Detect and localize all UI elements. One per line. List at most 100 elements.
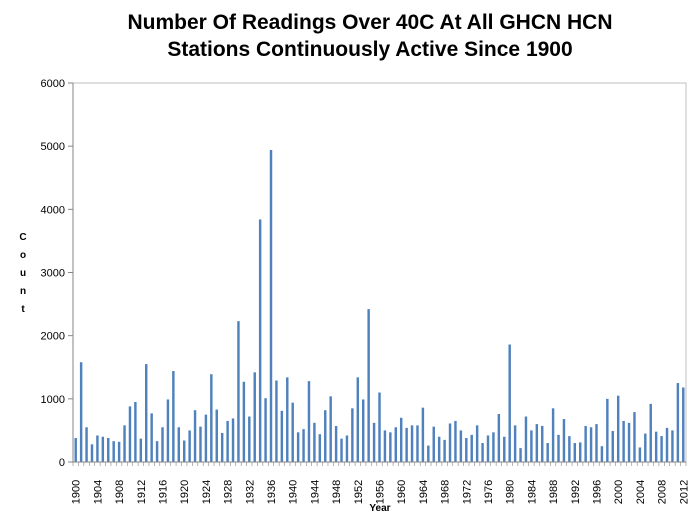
bar-1978 xyxy=(497,413,501,462)
bar-1998 xyxy=(606,398,609,462)
bar-2000 xyxy=(616,395,620,462)
bar-1935 xyxy=(264,398,267,462)
bar-2012 xyxy=(682,387,685,462)
x-tick-label: 1916 xyxy=(158,480,170,504)
x-tick-label: 2004 xyxy=(635,480,647,504)
bar-2006 xyxy=(649,403,652,462)
bar-1919 xyxy=(177,427,181,462)
bar-1941 xyxy=(296,432,300,462)
bar-1999 xyxy=(611,431,614,462)
bar-1968 xyxy=(443,439,446,462)
x-tick-label: 1904 xyxy=(92,480,104,504)
y-tick-label: 3000 xyxy=(41,268,65,280)
bar-1905 xyxy=(101,436,105,462)
bar-1920 xyxy=(182,440,186,462)
x-tick-label: 1952 xyxy=(353,480,365,504)
bar-1969 xyxy=(448,423,452,462)
bar-1989 xyxy=(557,434,560,462)
x-tick-label: 1996 xyxy=(591,480,603,504)
bar-1942 xyxy=(302,429,305,462)
bar-1955 xyxy=(372,422,376,462)
x-tick-label: 1968 xyxy=(440,480,452,504)
bar-1961 xyxy=(405,427,408,462)
bar-1917 xyxy=(166,399,170,462)
bar-2003 xyxy=(633,412,636,462)
bar-1943 xyxy=(307,381,311,462)
bar-1907 xyxy=(112,441,115,462)
bar-1900 xyxy=(74,437,77,462)
bar-1901 xyxy=(79,362,83,462)
bar-1949 xyxy=(340,438,343,462)
x-tick-label: 1940 xyxy=(288,480,300,504)
x-tick-label: 1964 xyxy=(418,480,430,504)
bar-1951 xyxy=(351,408,354,462)
x-tick-label: 1924 xyxy=(201,480,213,504)
bar-1956 xyxy=(378,392,381,462)
bar-2009 xyxy=(665,427,669,462)
y-tick-label: 4000 xyxy=(41,204,65,216)
bar-1964 xyxy=(421,407,425,462)
bar-1922 xyxy=(193,410,197,462)
y-tick-label: 6000 xyxy=(41,78,65,90)
bar-1985 xyxy=(535,424,539,462)
chart-title-line-1: Number Of Readings Over 40C At All GHCN … xyxy=(127,11,613,34)
bar-1928 xyxy=(226,420,229,462)
bar-1915 xyxy=(155,441,159,462)
bar-1995 xyxy=(589,427,593,462)
bar-1984 xyxy=(530,430,533,462)
x-axis-label: Year xyxy=(369,503,391,514)
y-tick-label: 2000 xyxy=(41,331,65,343)
bar-1954 xyxy=(367,309,370,462)
bar-1926 xyxy=(215,409,218,462)
bar-2011 xyxy=(676,383,680,462)
x-tick-label: 2012 xyxy=(678,480,690,504)
x-tick-label: 1960 xyxy=(396,480,408,504)
bar-1994 xyxy=(584,425,587,462)
x-tick-label: 1932 xyxy=(244,480,256,504)
x-tick-label: 2008 xyxy=(657,480,669,504)
bar-1966 xyxy=(432,426,435,462)
bar-1963 xyxy=(416,425,419,462)
bar-1965 xyxy=(427,445,430,462)
x-tick-label: 1900 xyxy=(71,480,83,504)
bar-1936 xyxy=(269,149,273,462)
bar-1946 xyxy=(324,410,327,462)
chart-title-line-2: Stations Continuously Active Since 1900 xyxy=(167,38,573,61)
bar-1974 xyxy=(475,425,479,462)
x-tick-label: 1956 xyxy=(375,480,387,504)
y-axis-label-letter: u xyxy=(19,268,27,279)
bar-1975 xyxy=(481,443,484,462)
bar-1983 xyxy=(524,416,528,462)
bar-1947 xyxy=(329,396,332,462)
bar-1929 xyxy=(231,418,235,462)
x-tick-label: 1928 xyxy=(223,480,235,504)
x-tick-label: 1988 xyxy=(548,480,560,504)
bar-1911 xyxy=(134,401,137,462)
bar-1945 xyxy=(318,434,322,462)
bar-1908 xyxy=(117,441,121,462)
x-tick-label: 1948 xyxy=(331,480,343,504)
x-tick-label: 1936 xyxy=(266,480,278,504)
x-tick-label: 1972 xyxy=(461,480,473,504)
bar-1982 xyxy=(519,448,522,462)
x-tick-label: 1912 xyxy=(136,480,148,504)
bar-2002 xyxy=(627,422,631,462)
bar-1930 xyxy=(237,321,240,462)
bar-1927 xyxy=(220,432,224,462)
bar-1925 xyxy=(210,374,213,462)
bar-1931 xyxy=(242,381,246,462)
bar-2004 xyxy=(638,447,642,462)
bar-1957 xyxy=(383,430,387,462)
x-tick-label: 1944 xyxy=(309,480,321,504)
bar-1940 xyxy=(291,402,294,462)
bar-1953 xyxy=(362,399,365,462)
y-axis-label-letter: o xyxy=(19,250,27,261)
bar-1913 xyxy=(145,364,148,462)
x-tick-label: 1920 xyxy=(179,480,191,504)
x-tick-label: 1992 xyxy=(570,480,582,504)
bar-1948 xyxy=(334,425,338,462)
bar-1921 xyxy=(188,430,191,462)
bar-1970 xyxy=(454,420,457,462)
bar-1912 xyxy=(139,438,143,462)
